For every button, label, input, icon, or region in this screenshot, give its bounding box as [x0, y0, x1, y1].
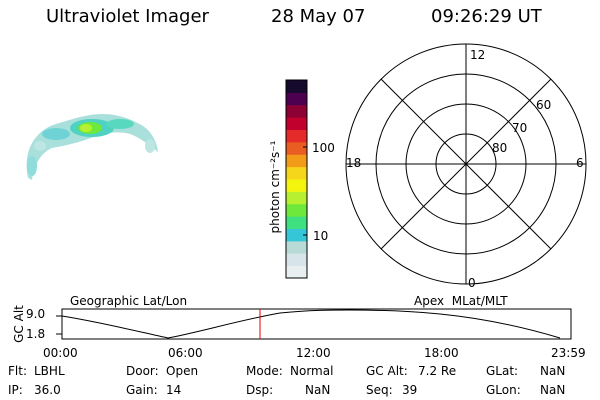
status-dsp-label: Dsp: — [246, 383, 274, 397]
x-tick-0000: 00:00 — [43, 346, 78, 360]
colorbar-segment — [286, 104, 307, 118]
status-door-label: Door: — [126, 364, 159, 378]
colorbar-segment — [286, 141, 307, 155]
status-glon-value: NaN — [540, 383, 566, 397]
status-ip-label: IP: — [8, 383, 23, 397]
geographic-title: Geographic Lat/Lon — [70, 294, 188, 308]
status-flt-label: Flt: — [8, 364, 27, 378]
mlt-label-12: 12 — [470, 48, 486, 62]
status-door-value: Open — [166, 364, 199, 378]
x-tick-0600: 06:00 — [168, 346, 203, 360]
status-gain-label: Gain: — [126, 383, 158, 397]
status-gcalt-value: 7.2 Re — [418, 364, 457, 378]
colorbar-segment — [286, 92, 307, 106]
status-glat-label: GLat: — [486, 364, 519, 378]
mlt-label-6: 6 — [576, 156, 584, 170]
colorbar-segment — [286, 166, 307, 180]
polar-grid — [345, 43, 587, 285]
status-gcalt-label: GC Alt: — [366, 364, 408, 378]
x-tick-1200: 12:00 — [296, 346, 331, 360]
status-mode-value: Normal — [290, 364, 334, 378]
x-tick-1800: 18:00 — [424, 346, 459, 360]
apex-title: Apex MLat/MLT — [414, 294, 508, 308]
y-axis-label: GC Alt — [12, 305, 26, 343]
mlt-label-0: 0 — [468, 276, 476, 290]
status-flt-value: LBHL — [34, 364, 65, 378]
aurora-image — [26, 114, 158, 180]
mlt-label-18: 18 — [346, 156, 362, 170]
observation-time: 09:26:29 UT — [431, 6, 542, 27]
colorbar-segment — [286, 216, 307, 229]
colorbar-segment — [286, 117, 307, 130]
colorbar-segment — [286, 80, 307, 93]
y-axis-min: 1.8 — [26, 327, 46, 341]
altitude-timeline — [56, 308, 572, 340]
colorbar-border — [285, 79, 308, 279]
colorbar-segment — [286, 154, 307, 168]
status-seq-value: 39 — [402, 383, 418, 397]
lat-label-70: 70 — [512, 121, 528, 135]
colorbar-segment — [286, 265, 307, 279]
instrument-title: Ultraviolet Imager — [46, 6, 209, 27]
lat-label-80: 80 — [492, 141, 508, 155]
colorbar-segment — [286, 240, 307, 254]
colorbar-unit-label: photon cm⁻²s⁻¹ — [268, 140, 282, 234]
colorbar-segment — [286, 253, 307, 267]
lat-label-60: 60 — [536, 98, 552, 112]
y-axis-max: 9.0 — [26, 307, 46, 321]
status-glat-value: NaN — [540, 364, 566, 378]
status-glon-label: GLon: — [486, 383, 521, 397]
status-mode-label: Mode: — [246, 364, 283, 378]
status-dsp-value: NaN — [305, 383, 331, 397]
intensity-colorbar — [285, 79, 308, 279]
status-ip-value: 36.0 — [34, 383, 61, 397]
colorbar-segment — [286, 203, 307, 217]
colorbar-segment — [286, 191, 307, 205]
colorbar-tick-100: 100 — [312, 141, 335, 155]
colorbar-segment — [286, 129, 307, 143]
colorbar-segment — [286, 179, 307, 192]
observation-date: 28 May 07 — [271, 6, 366, 27]
status-seq-label: Seq: — [366, 383, 393, 397]
status-gain-value: 14 — [166, 383, 182, 397]
colorbar-segment — [286, 228, 307, 242]
x-tick-2359: 23:59 — [551, 346, 586, 360]
colorbar-tick-10: 10 — [313, 229, 329, 243]
